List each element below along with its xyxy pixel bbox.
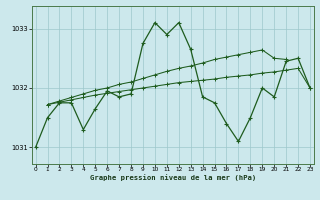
X-axis label: Graphe pression niveau de la mer (hPa): Graphe pression niveau de la mer (hPa) xyxy=(90,175,256,181)
